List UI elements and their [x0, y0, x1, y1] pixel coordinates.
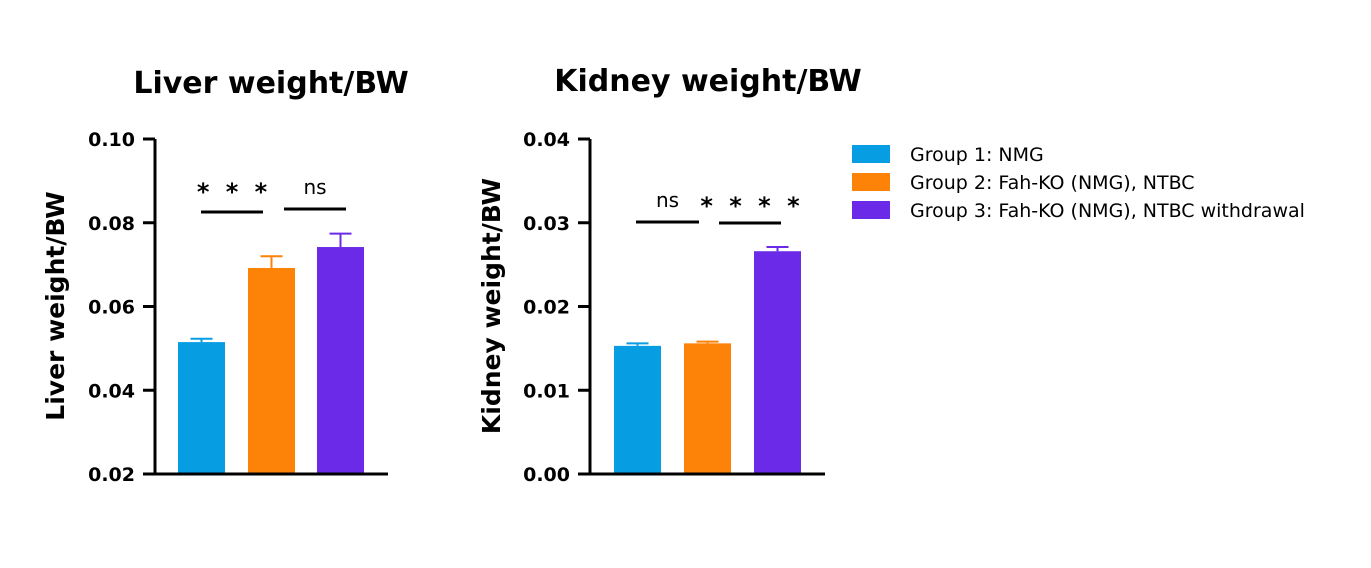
legend-swatch — [852, 145, 890, 163]
legend-item: Group 1: NMG — [852, 144, 1044, 166]
bar — [754, 251, 801, 474]
bar — [248, 267, 295, 474]
legend-swatch — [852, 173, 890, 191]
y-tick-label: 0.02 — [88, 464, 135, 486]
significance-label: ns — [303, 175, 326, 199]
liver-chart: Liver weight/BW Liver weight/BW 0.02 0.04… — [41, 66, 409, 486]
bar — [614, 345, 661, 474]
y-tick-label: 0.02 — [523, 297, 570, 319]
y-axis-label: Kidney weight/BW — [477, 178, 506, 434]
legend-label: Group 1: NMG — [910, 144, 1044, 166]
significance-label: * * * * — [700, 192, 803, 220]
y-tick-label: 0.08 — [88, 213, 135, 235]
legend-label: Group 2: Fah-KO (NMG), NTBC — [910, 172, 1195, 194]
y-tick-label: 0.04 — [523, 129, 570, 151]
y-tick-label: 0.04 — [88, 380, 135, 402]
legend-item: Group 2: Fah-KO (NMG), NTBC — [852, 172, 1195, 194]
bar — [178, 342, 225, 474]
y-tick-label: 0.01 — [523, 380, 570, 402]
y-tick-label: 0.10 — [88, 129, 135, 151]
y-axis-label: Liver weight/BW — [41, 191, 70, 420]
y-tick-label: 0.00 — [523, 464, 570, 486]
legend-label: Group 3: Fah-KO (NMG), NTBC withdrawal — [910, 200, 1305, 222]
legend: Group 1: NMG Group 2: Fah-KO (NMG), NTBC… — [852, 144, 1305, 222]
bar — [317, 247, 364, 474]
y-tick-label: 0.06 — [88, 297, 135, 319]
y-tick-label: 0.03 — [523, 213, 570, 235]
bar — [684, 343, 731, 474]
chart-title: Kidney weight/BW — [554, 64, 862, 99]
significance-label: ns — [656, 188, 679, 212]
significance-label: * * * — [197, 178, 271, 206]
chart-title: Liver weight/BW — [133, 66, 408, 101]
kidney-chart: Kidney weight/BW Kidney weight/BW 0.00 0.… — [477, 64, 862, 486]
legend-item: Group 3: Fah-KO (NMG), NTBC withdrawal — [852, 200, 1305, 222]
legend-swatch — [852, 201, 890, 219]
